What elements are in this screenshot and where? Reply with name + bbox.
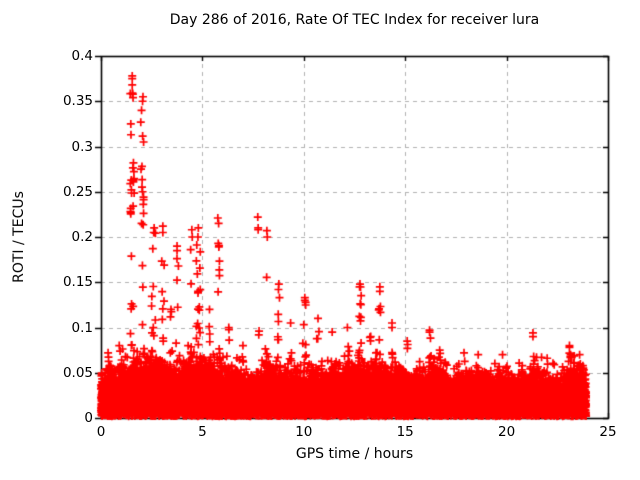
y-tick-label: 0.25 [62, 183, 93, 200]
y-tick-label: 0.05 [62, 364, 93, 381]
x-tick-label: 25 [599, 424, 617, 440]
x-tick-label: 20 [498, 424, 516, 440]
y-tick-label: 0.1 [71, 319, 93, 336]
y-tick-label: 0.2 [71, 229, 93, 245]
y-axis-label: ROTI / TECUs [11, 191, 27, 283]
x-tick-label: 5 [198, 424, 207, 440]
y-tick-label: 0.4 [71, 48, 93, 64]
y-tick-label: 0.15 [62, 274, 93, 291]
x-tick-label: 15 [396, 424, 414, 440]
x-tick-label: 10 [295, 424, 313, 440]
chart-title: Day 286 of 2016, Rate Of TEC Index for r… [169, 12, 540, 28]
y-tick-label: 0 [84, 410, 93, 426]
y-tick-label: 0.3 [71, 138, 93, 155]
x-axis-label: GPS time / hours [295, 446, 414, 462]
x-tick-label: 0 [96, 424, 106, 440]
y-tick-label: 0.35 [62, 93, 93, 110]
